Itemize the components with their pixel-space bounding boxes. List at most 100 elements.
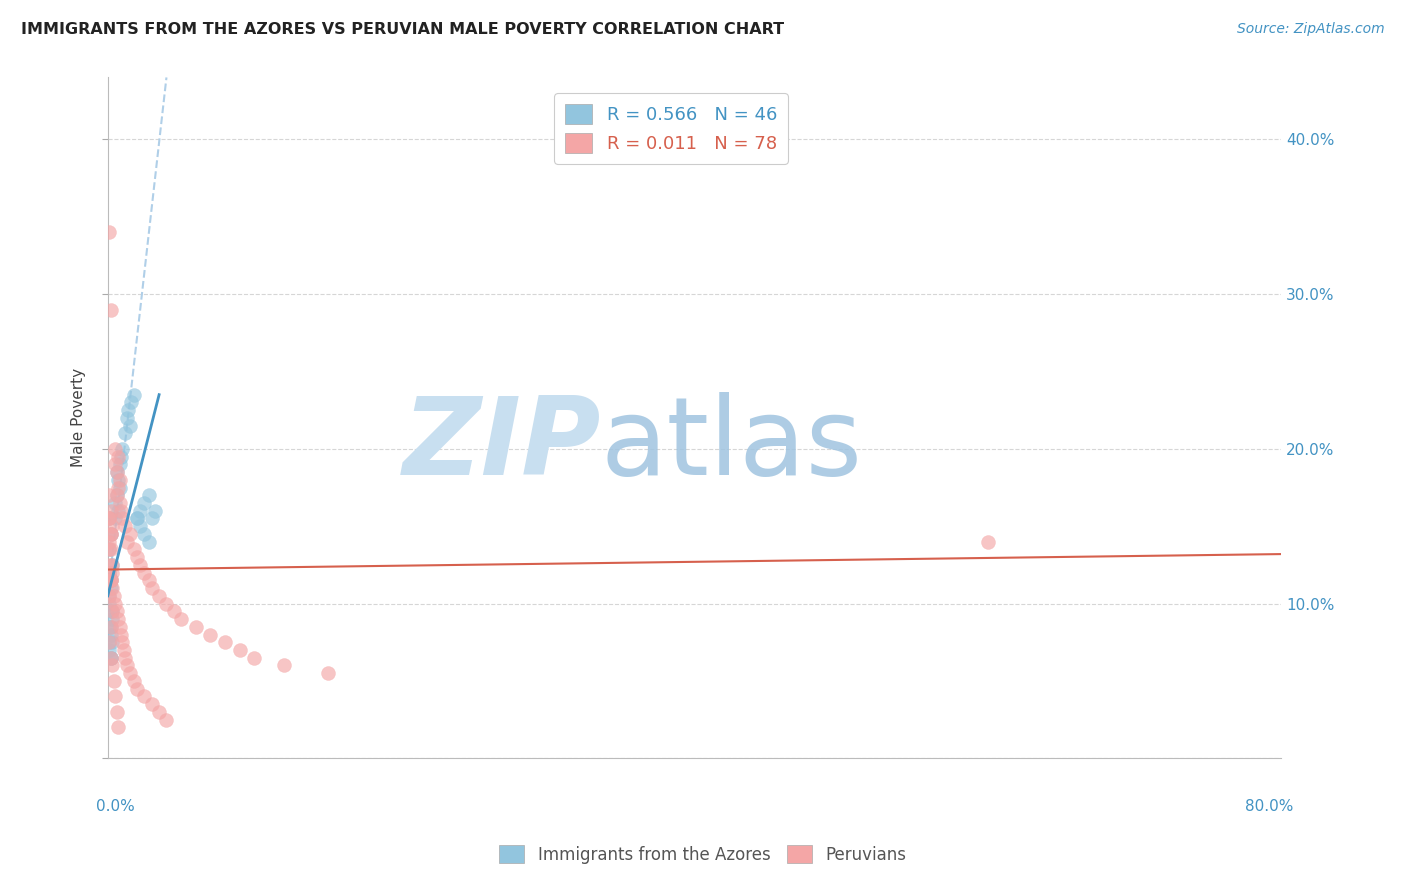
Point bbox=[98, 534, 121, 549]
Point bbox=[101, 581, 124, 595]
Point bbox=[105, 465, 128, 479]
Point bbox=[163, 604, 186, 618]
Point bbox=[98, 597, 121, 611]
Point bbox=[100, 574, 122, 588]
Point bbox=[127, 550, 149, 565]
Point bbox=[108, 620, 131, 634]
Point bbox=[117, 403, 139, 417]
Point bbox=[143, 504, 166, 518]
Point bbox=[107, 504, 129, 518]
Point bbox=[104, 511, 127, 525]
Point bbox=[110, 450, 132, 464]
Point bbox=[101, 558, 124, 572]
Point bbox=[105, 488, 128, 502]
Point bbox=[98, 511, 121, 525]
Point bbox=[101, 612, 124, 626]
Point bbox=[141, 511, 163, 525]
Text: ZIP: ZIP bbox=[402, 392, 600, 498]
Point bbox=[98, 566, 121, 580]
Point bbox=[98, 589, 121, 603]
Point bbox=[105, 604, 128, 618]
Legend: Immigrants from the Azores, Peruvians: Immigrants from the Azores, Peruvians bbox=[492, 838, 914, 871]
Point bbox=[229, 643, 252, 657]
Point bbox=[101, 558, 124, 572]
Y-axis label: Male Poverty: Male Poverty bbox=[72, 368, 86, 467]
Text: IMMIGRANTS FROM THE AZORES VS PERUVIAN MALE POVERTY CORRELATION CHART: IMMIGRANTS FROM THE AZORES VS PERUVIAN M… bbox=[21, 22, 785, 37]
Point bbox=[111, 511, 134, 525]
Point bbox=[98, 542, 121, 557]
Point bbox=[104, 597, 127, 611]
Point bbox=[104, 690, 127, 704]
Text: Source: ZipAtlas.com: Source: ZipAtlas.com bbox=[1237, 22, 1385, 37]
Point bbox=[108, 481, 131, 495]
Point bbox=[98, 589, 121, 603]
Point bbox=[114, 650, 136, 665]
Point bbox=[100, 527, 122, 541]
Point bbox=[273, 658, 295, 673]
Point bbox=[104, 496, 127, 510]
Point bbox=[98, 511, 121, 525]
Point bbox=[138, 488, 160, 502]
Point bbox=[100, 527, 122, 541]
Point bbox=[108, 458, 131, 472]
Point bbox=[127, 681, 149, 696]
Text: 80.0%: 80.0% bbox=[1244, 799, 1294, 814]
Point bbox=[98, 558, 121, 572]
Point bbox=[155, 597, 177, 611]
Point bbox=[184, 620, 207, 634]
Point bbox=[103, 589, 125, 603]
Point bbox=[122, 673, 145, 688]
Point bbox=[129, 558, 152, 572]
Point bbox=[104, 442, 127, 456]
Point bbox=[114, 519, 136, 533]
Point bbox=[110, 504, 132, 518]
Point bbox=[134, 690, 156, 704]
Point bbox=[127, 511, 149, 525]
Point bbox=[127, 511, 149, 525]
Point bbox=[100, 650, 122, 665]
Point bbox=[118, 527, 141, 541]
Point bbox=[98, 488, 121, 502]
Point bbox=[108, 496, 131, 510]
Point bbox=[98, 225, 121, 239]
Point bbox=[103, 673, 125, 688]
Point bbox=[101, 566, 124, 580]
Point bbox=[129, 519, 152, 533]
Point bbox=[148, 589, 170, 603]
Point bbox=[98, 643, 121, 657]
Point bbox=[105, 705, 128, 719]
Point bbox=[134, 496, 156, 510]
Point bbox=[100, 527, 122, 541]
Point bbox=[111, 442, 134, 456]
Text: 0.0%: 0.0% bbox=[96, 799, 135, 814]
Point bbox=[138, 574, 160, 588]
Point bbox=[122, 387, 145, 401]
Point bbox=[107, 473, 129, 487]
Point bbox=[100, 581, 122, 595]
Point bbox=[100, 604, 122, 618]
Point bbox=[129, 504, 152, 518]
Point bbox=[316, 666, 339, 681]
Point bbox=[105, 465, 128, 479]
Point bbox=[100, 542, 122, 557]
Point bbox=[114, 426, 136, 441]
Legend: R = 0.566   N = 46, R = 0.011   N = 78: R = 0.566 N = 46, R = 0.011 N = 78 bbox=[554, 94, 787, 164]
Point bbox=[100, 574, 122, 588]
Point bbox=[100, 627, 122, 641]
Point bbox=[115, 410, 138, 425]
Point bbox=[107, 720, 129, 734]
Point bbox=[100, 574, 122, 588]
Point bbox=[138, 534, 160, 549]
Point bbox=[101, 604, 124, 618]
Point bbox=[100, 620, 122, 634]
Point bbox=[101, 519, 124, 533]
Point bbox=[134, 566, 156, 580]
Point bbox=[141, 697, 163, 711]
Point bbox=[110, 627, 132, 641]
Point bbox=[112, 643, 135, 657]
Point bbox=[243, 650, 266, 665]
Point bbox=[98, 620, 121, 634]
Point bbox=[977, 534, 1000, 549]
Point bbox=[98, 511, 121, 525]
Point bbox=[118, 418, 141, 433]
